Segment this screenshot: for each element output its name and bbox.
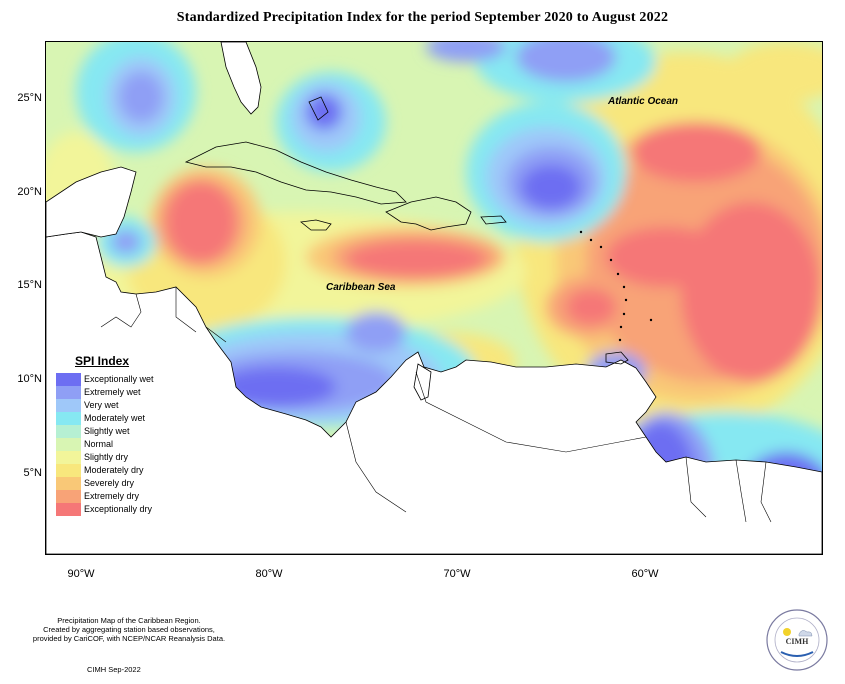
footer-line-1: Precipitation Map of the Caribbean Regio… <box>57 616 201 625</box>
islet <box>622 285 626 289</box>
field-yucatan-extreme <box>111 230 141 254</box>
legend-swatch <box>56 503 81 516</box>
field-bahamas-exceptional <box>306 94 342 130</box>
islet <box>622 312 626 316</box>
island-hispaniola <box>385 196 472 231</box>
sun-icon <box>783 628 791 636</box>
island-cuba <box>184 141 407 205</box>
legend-swatch <box>56 477 81 490</box>
caribbean-sea-label: Caribbean Sea <box>326 282 396 293</box>
field-east-exceptional <box>681 202 821 382</box>
field-la-exceptional <box>566 289 616 325</box>
land-florida <box>220 42 262 115</box>
legend-label: Exceptionally wet <box>84 374 154 384</box>
logo-inner-ring <box>774 617 820 663</box>
field-ne-dry <box>726 42 822 102</box>
land-mainland <box>46 231 822 554</box>
legend-swatch <box>56 451 81 464</box>
land <box>46 42 822 554</box>
field-north2-extreme <box>426 42 506 62</box>
lat-tick-5: 5°N <box>23 467 42 479</box>
islet <box>616 272 620 276</box>
border <box>685 456 707 518</box>
legend-label: Slightly wet <box>84 426 130 436</box>
cimh-logo-graphic: CIMH <box>766 609 828 671</box>
footer-date: CIMH Sep-2022 <box>87 665 141 674</box>
lat-tick-20: 20°N <box>17 186 42 198</box>
wave-icon <box>780 651 814 657</box>
field-west-exceptional <box>166 182 236 262</box>
legend-swatch <box>56 386 81 399</box>
lesser-antilles <box>579 230 653 342</box>
islet <box>599 245 603 249</box>
land-yucatan <box>46 166 137 238</box>
spi-map: Atlantic Ocean Caribbean Sea <box>45 41 823 555</box>
islands <box>184 96 629 401</box>
border <box>100 293 142 328</box>
islet <box>618 338 622 342</box>
island-trinidad <box>605 351 629 365</box>
footer-line-3: provided by CariCOF, with NCEP/NCAR Rean… <box>32 634 226 643</box>
legend-label: Extremely dry <box>84 491 140 501</box>
legend-swatch <box>56 438 81 451</box>
legend-swatch <box>56 490 81 503</box>
borders <box>100 287 772 523</box>
legend-label: Slightly dry <box>84 452 129 462</box>
legend-swatch <box>56 425 81 438</box>
cloud-icon <box>798 630 813 637</box>
legend-label: Very wet <box>84 400 119 410</box>
footer-notes: Precipitation Map of the Caribbean Regio… <box>0 616 258 643</box>
legend-title: SPI Index <box>75 354 130 368</box>
island-jamaica <box>300 219 332 231</box>
field-gulf-extreme <box>119 72 163 122</box>
lon-tick-80: 80°W <box>255 568 283 580</box>
field-pr-exceptional <box>521 165 581 209</box>
border <box>205 326 227 343</box>
field-north-extreme <box>516 42 616 82</box>
field-central-exceptional <box>346 241 486 277</box>
island-bahamas <box>308 96 329 121</box>
border <box>760 461 772 523</box>
atlantic-ocean-label: Atlantic Ocean <box>607 96 678 107</box>
spi-map-canvas: Atlantic Ocean Caribbean Sea <box>46 42 822 554</box>
field-sw2-extreme <box>346 312 406 352</box>
lon-tick-70: 70°W <box>443 568 471 580</box>
legend-swatch <box>56 464 81 477</box>
field-atlantic-exceptional <box>631 122 761 182</box>
legend-label: Severely dry <box>84 478 135 488</box>
border <box>415 371 647 453</box>
lon-tick-60: 60°W <box>631 568 659 580</box>
legend-label: Normal <box>84 439 114 449</box>
lat-tick-25: 25°N <box>17 92 42 104</box>
legend-swatch <box>56 399 81 412</box>
logo-text: CIMH <box>786 637 809 646</box>
border <box>175 287 197 333</box>
legend-label: Exceptionally dry <box>84 504 153 514</box>
lon-tick-90: 90°W <box>67 568 95 580</box>
legend-swatch <box>56 373 81 386</box>
logo-ring <box>766 609 828 671</box>
islet <box>619 325 623 329</box>
cimh-logo: CIMH <box>765 608 829 672</box>
legend-label: Moderately wet <box>84 413 146 423</box>
border <box>735 459 747 523</box>
legend-label: Extremely wet <box>84 387 141 397</box>
islet <box>589 238 593 242</box>
islet <box>579 230 583 234</box>
islet <box>624 298 628 302</box>
border <box>345 421 407 513</box>
islet <box>649 318 653 322</box>
legend-label: Moderately dry <box>84 465 144 475</box>
map-title: Standardized Precipitation Index for the… <box>176 10 669 25</box>
lat-tick-10: 10°N <box>17 373 42 385</box>
island-paraguana <box>413 363 432 401</box>
footer-line-2: Created by aggregating station based obs… <box>43 625 215 634</box>
lat-tick-15: 15°N <box>17 279 42 291</box>
islet <box>609 258 613 262</box>
legend-swatch <box>56 412 81 425</box>
field-east2-exceptional <box>606 227 726 287</box>
island-puerto-rico <box>480 215 507 225</box>
